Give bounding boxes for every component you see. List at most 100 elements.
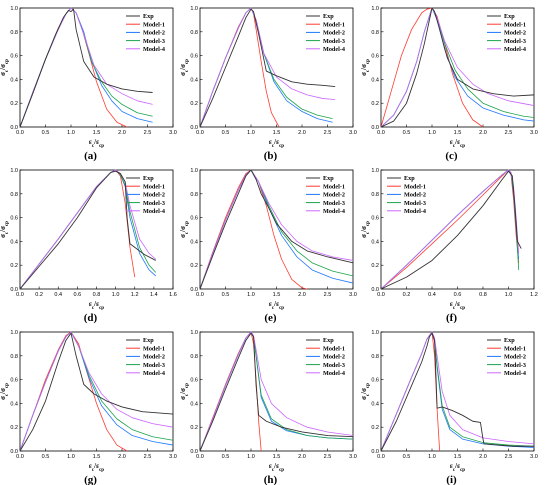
panel-label: (h) bbox=[264, 474, 278, 485]
x-tick-label: 2.5 bbox=[324, 130, 332, 136]
series-line-model-3 bbox=[19, 7, 153, 128]
x-tick-label: 0.0 bbox=[377, 130, 385, 136]
x-tick-label: 1.5 bbox=[273, 292, 281, 298]
y-tick-label: 0.0 bbox=[190, 449, 198, 455]
x-tick-label: 2.0 bbox=[479, 454, 487, 460]
x-tick-label: 1.5 bbox=[93, 130, 101, 136]
legend-label: Exp bbox=[323, 337, 334, 344]
series-line-model-4 bbox=[380, 331, 535, 452]
x-tick-label: 0.2 bbox=[35, 292, 43, 298]
x-axis-label: εc/εcp bbox=[269, 300, 284, 311]
x-tick-label: 0.5 bbox=[222, 292, 230, 298]
y-tick-label: 0.2 bbox=[190, 263, 198, 269]
x-tick-label: 1.0 bbox=[505, 292, 513, 298]
legend-label: Model-2 bbox=[143, 354, 165, 361]
y-tick-label: 0.4 bbox=[371, 239, 379, 245]
y-tick-label: 1.0 bbox=[190, 330, 198, 336]
y-tick-label: 0.0 bbox=[371, 287, 379, 293]
y-tick-label: 0.8 bbox=[10, 30, 18, 36]
series-line-model-4 bbox=[380, 7, 535, 128]
x-tick-label: 2.5 bbox=[144, 454, 152, 460]
y-tick-label: 0.8 bbox=[190, 30, 198, 36]
series-line-model-1 bbox=[19, 169, 136, 290]
legend-label: Model-4 bbox=[143, 208, 165, 215]
panel-d: 0.0 0.2 0.4 0.6 0.8 1.0 1.2 1.4 1.6 0.0 0.2 0.4 0.6 0… bbox=[0, 168, 177, 324]
legend-label: Model-1 bbox=[323, 21, 345, 28]
legend-label: Exp bbox=[143, 13, 154, 20]
legend-label: Model-2 bbox=[504, 354, 526, 361]
x-tick-label: 2.5 bbox=[144, 130, 152, 136]
y-tick-label: 0.4 bbox=[10, 239, 18, 245]
y-axis-label: σc/σcp bbox=[0, 383, 10, 400]
y-axis-label: σc/σcp bbox=[179, 221, 190, 238]
series-line-model-4 bbox=[199, 7, 336, 128]
y-tick-label: 1.0 bbox=[10, 330, 18, 336]
series-line-exp bbox=[199, 169, 354, 290]
legend-label: Model-4 bbox=[323, 46, 345, 53]
series-line-model-1 bbox=[19, 331, 128, 452]
series-line-model-1 bbox=[199, 331, 262, 452]
series-line-exp bbox=[380, 170, 522, 290]
x-tick-label: 2.0 bbox=[479, 130, 487, 136]
legend-label: Model-3 bbox=[323, 200, 345, 207]
x-tick-label: 3.0 bbox=[349, 292, 357, 298]
legend-label: Model-4 bbox=[323, 370, 345, 377]
legend-label: Exp bbox=[504, 337, 515, 344]
y-tick-label: 1.0 bbox=[190, 168, 198, 174]
x-tick-label: 1.0 bbox=[428, 454, 436, 460]
x-tick-label: 0.0 bbox=[16, 130, 24, 136]
legend-label: Exp bbox=[504, 13, 515, 20]
series-line-exp bbox=[19, 332, 174, 452]
y-tick-label: 0.2 bbox=[10, 425, 18, 431]
x-tick-label: 1.0 bbox=[247, 454, 255, 460]
series-line-exp bbox=[380, 7, 535, 128]
x-tick-label: 3.0 bbox=[349, 130, 357, 136]
y-tick-label: 0.8 bbox=[371, 30, 379, 36]
x-tick-label: 0.4 bbox=[54, 292, 62, 298]
legend-label: Model-1 bbox=[143, 183, 165, 190]
panel-label: (e) bbox=[264, 312, 277, 324]
panel-b: 0.0 0.5 1.0 1.5 2.0 2.5 3.0 0.0 0.2 0.4 0.6 0.8 1.0 ε… bbox=[179, 6, 357, 162]
x-tick-label: 2.0 bbox=[118, 130, 126, 136]
x-tick-label: 0.0 bbox=[377, 454, 385, 460]
x-axis-label: εc/εcp bbox=[450, 138, 465, 149]
legend-label: Model-4 bbox=[504, 46, 526, 53]
x-tick-label: 2.0 bbox=[298, 130, 306, 136]
y-tick-label: 0.2 bbox=[371, 101, 379, 107]
x-tick-label: 0.4 bbox=[428, 292, 436, 298]
legend-label: Model-4 bbox=[404, 208, 426, 215]
legend-label: Model-2 bbox=[404, 192, 426, 199]
y-tick-label: 0.4 bbox=[10, 77, 18, 83]
x-axis-label: εc/εcp bbox=[450, 462, 465, 473]
legend-label: Model-3 bbox=[504, 362, 526, 369]
y-axis-label: σc/σcp bbox=[179, 59, 190, 76]
series-line-model-3 bbox=[19, 169, 157, 290]
legend-label: Model-1 bbox=[504, 345, 526, 352]
legend-label: Model-2 bbox=[323, 354, 345, 361]
y-tick-label: 0.2 bbox=[190, 425, 198, 431]
y-tick-label: 1.0 bbox=[371, 168, 379, 174]
legend-label: Model-2 bbox=[323, 192, 345, 199]
x-tick-label: 1.6 bbox=[169, 292, 177, 298]
y-axis-label: σc/σcp bbox=[0, 59, 10, 76]
x-tick-label: 2.5 bbox=[324, 292, 332, 298]
x-tick-label: 1.5 bbox=[454, 454, 462, 460]
x-tick-label: 1.4 bbox=[150, 292, 158, 298]
series-line-exp bbox=[199, 332, 354, 452]
panel-c: 0.0 0.5 1.0 1.5 2.0 2.5 3.0 0.0 0.2 0.4 0.6 0.8 1.0 ε… bbox=[360, 6, 538, 162]
panel-label: (b) bbox=[264, 150, 278, 162]
series-line-model-4 bbox=[19, 169, 157, 290]
x-axis-label: εc/εcp bbox=[89, 462, 104, 473]
series-line-model-2 bbox=[199, 7, 333, 128]
x-tick-label: 0.0 bbox=[377, 292, 385, 298]
legend-label: Model-2 bbox=[143, 192, 165, 199]
panel-label: (a) bbox=[84, 150, 97, 162]
x-tick-label: 1.0 bbox=[67, 130, 75, 136]
panel-label: (f) bbox=[446, 312, 457, 324]
x-axis-label: εc/εcp bbox=[89, 300, 104, 311]
y-tick-label: 1.0 bbox=[10, 168, 18, 174]
legend-label: Model-3 bbox=[323, 38, 345, 45]
x-tick-label: 0.5 bbox=[42, 454, 50, 460]
x-tick-label: 0.8 bbox=[93, 292, 101, 298]
x-tick-label: 0.0 bbox=[196, 292, 204, 298]
